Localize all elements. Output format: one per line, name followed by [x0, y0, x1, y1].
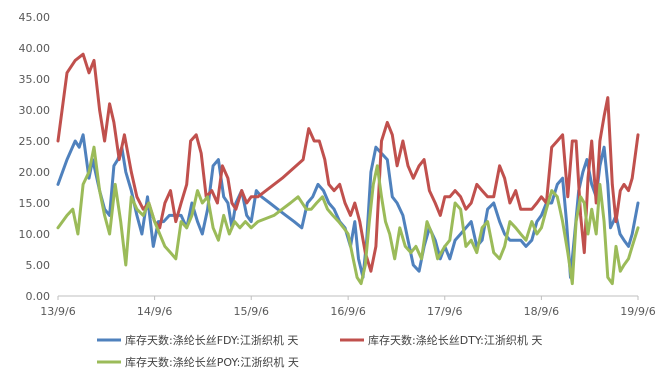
chart-series — [56, 52, 640, 286]
y-tick-label: 45.00 — [19, 11, 51, 24]
series-line-2 — [56, 52, 640, 273]
y-tick-label: 5.00 — [26, 259, 51, 272]
x-tick-label: 13/9/6 — [40, 305, 75, 318]
legend-label: 库存天数:涤纶长丝POY:江浙织机 天 — [125, 355, 299, 369]
y-tick-label: 0.00 — [26, 290, 51, 303]
y-tick-label: 25.00 — [19, 135, 51, 148]
x-tick-label: 15/9/6 — [234, 305, 269, 318]
series-line-3 — [56, 145, 640, 286]
chart-legend: 库存天数:涤纶长丝FDY:江浙织机 天 库存天数:涤纶长丝DTY:江浙织机 天库存… — [97, 333, 542, 369]
y-tick-label: 20.00 — [19, 166, 51, 179]
y-tick-label: 40.00 — [19, 42, 51, 55]
y-tick-label: 30.00 — [19, 104, 51, 117]
chart-axes: 0.00 5.00 10.00 15.00 20.00 25.00 30.00 35.00 40… — [19, 11, 656, 318]
x-tick-label: 18/9/6 — [524, 305, 559, 318]
y-tick-label: 15.00 — [19, 197, 51, 210]
legend-label: 库存天数:涤纶长丝FDY:江浙织机 天 — [125, 333, 298, 347]
x-tick-label: 16/9/6 — [330, 305, 365, 318]
legend-label: 库存天数:涤纶长丝DTY:江浙织机 天 — [368, 333, 542, 347]
x-tick-label: 17/9/6 — [427, 305, 462, 318]
x-tick-label: 14/9/6 — [137, 305, 172, 318]
y-tick-label: 10.00 — [19, 228, 51, 241]
x-tick-label: 19/9/6 — [620, 305, 655, 318]
y-tick-label: 35.00 — [19, 73, 51, 86]
